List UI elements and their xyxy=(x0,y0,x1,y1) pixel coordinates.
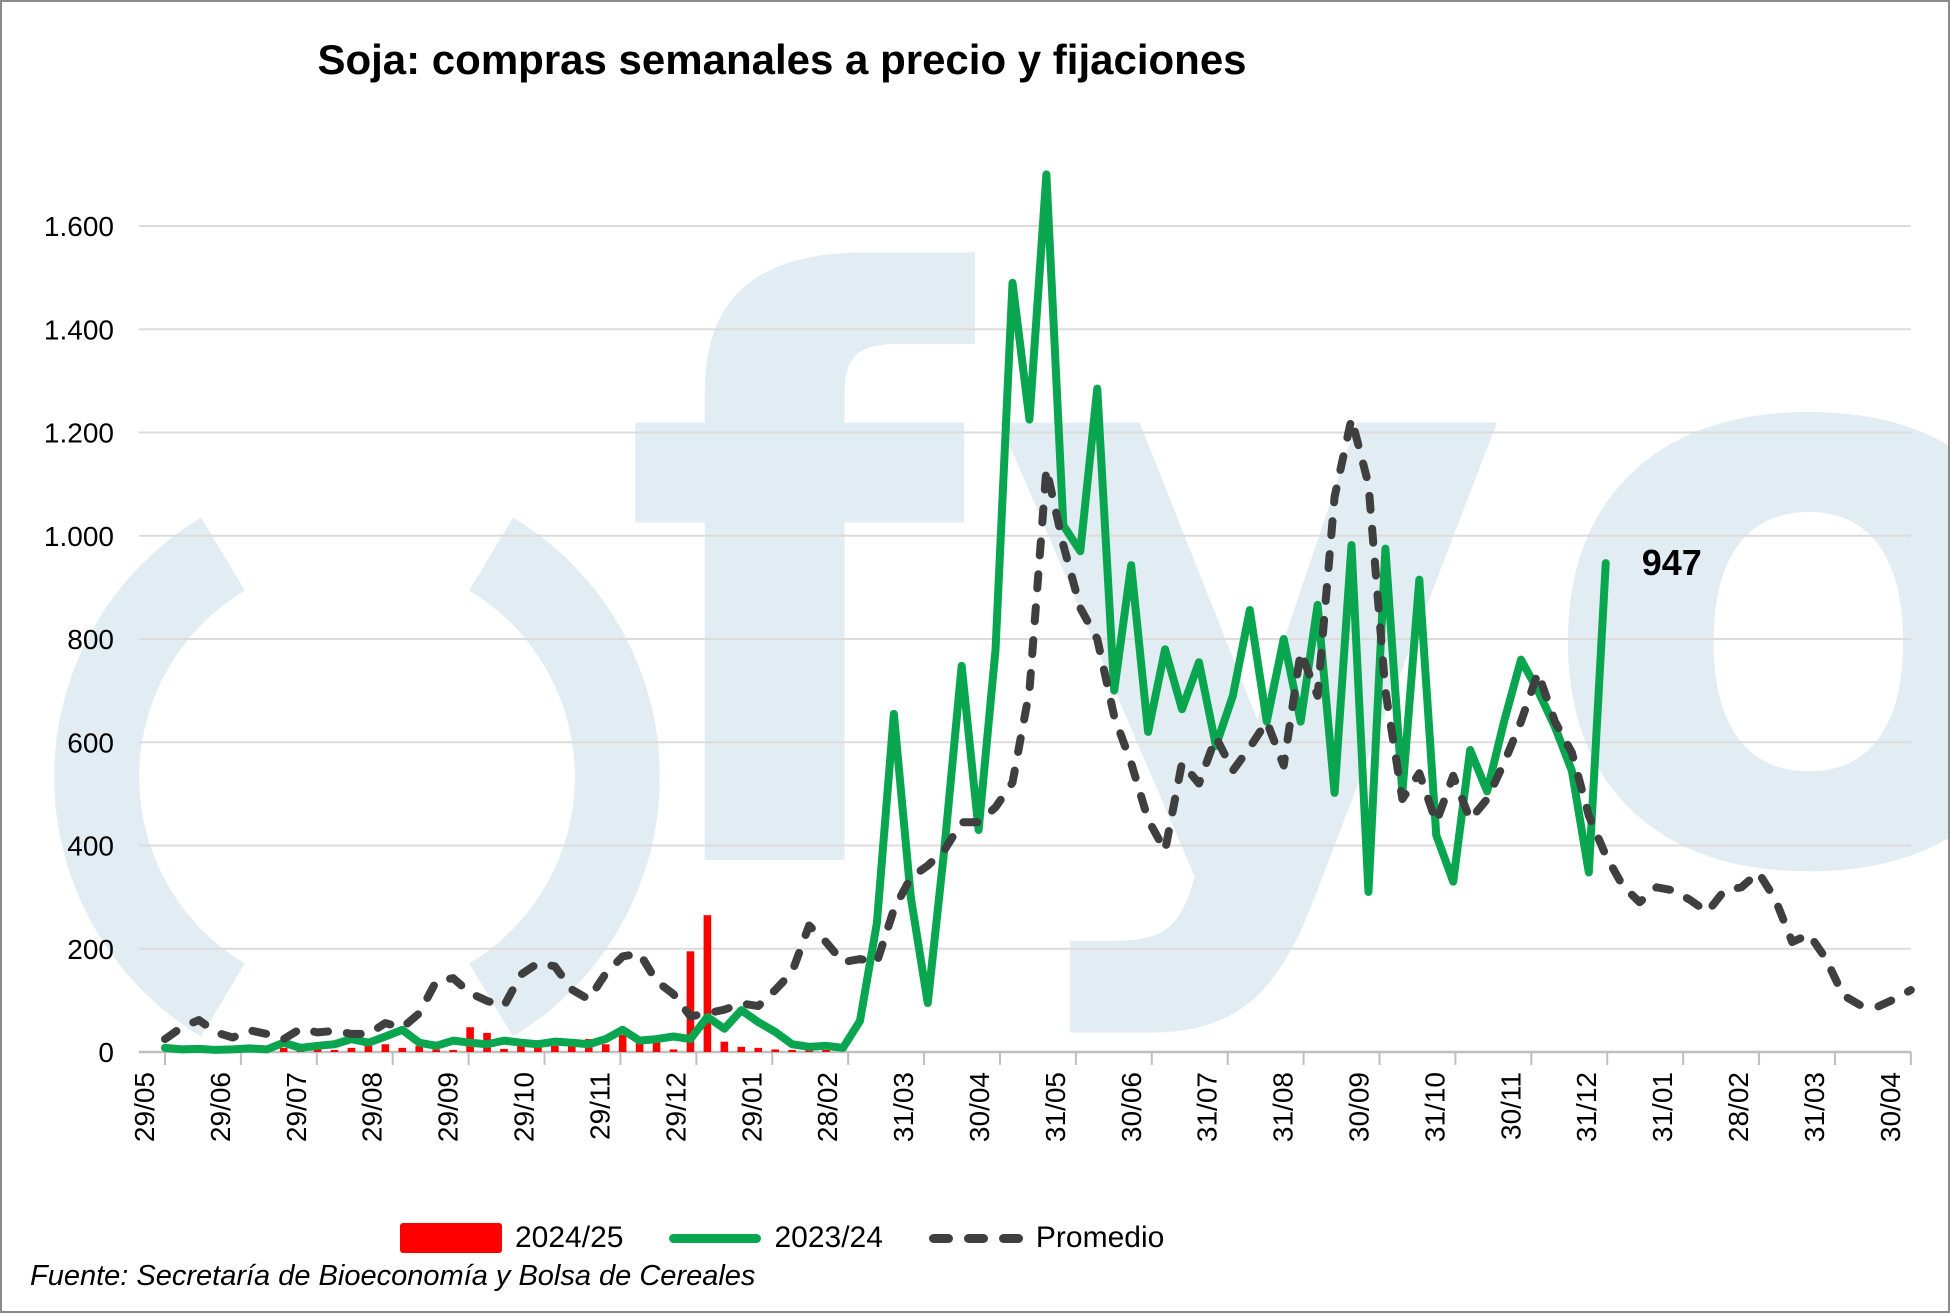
y-axis-label: 1.200 xyxy=(44,418,114,449)
legend-item-promedio: Promedio xyxy=(928,1221,1165,1255)
x-axis-label: 28/02 xyxy=(1723,1072,1754,1142)
bar-2024-25 xyxy=(822,1050,830,1052)
bar-2024-25 xyxy=(279,1047,288,1052)
line-2023-24 xyxy=(161,170,1610,1054)
x-axis-label: 31/12 xyxy=(1571,1072,1602,1142)
x-axis-label: 29/07 xyxy=(281,1072,312,1142)
legend-item-2023-24: 2023/24 xyxy=(669,1221,883,1255)
x-axis-label: 29/10 xyxy=(509,1072,540,1142)
bar-2024-25 xyxy=(669,1049,678,1052)
bar-2024-25 xyxy=(517,1042,525,1052)
x-axis-label: 31/01 xyxy=(1647,1072,1678,1142)
x-axis-label: 29/11 xyxy=(584,1072,615,1140)
y-axis-label: 200 xyxy=(67,934,114,965)
bar-2024-25 xyxy=(771,1049,779,1052)
bar-2024-25 xyxy=(500,1048,508,1052)
y-axis-label: 1.600 xyxy=(44,211,114,242)
legend: 2024/25 2023/24 Promedio xyxy=(400,1221,1164,1255)
legend-item-2024-25: 2024/25 xyxy=(400,1221,623,1255)
bar-2024-25 xyxy=(652,1039,661,1052)
legend-label-2023-24: 2023/24 xyxy=(774,1221,883,1254)
bar-2024-25 xyxy=(788,1049,796,1052)
y-axis-label: 400 xyxy=(67,831,114,862)
legend-swatch-bar-icon xyxy=(400,1223,502,1253)
x-axis-label: 29/09 xyxy=(433,1072,464,1142)
bar-2024-25 xyxy=(618,1034,627,1052)
bar-2024-25 xyxy=(449,1049,457,1052)
x-axis-label: 30/06 xyxy=(1116,1072,1147,1142)
x-axis-label: 31/05 xyxy=(1040,1072,1071,1142)
bar-2024-25 xyxy=(635,1042,644,1052)
x-axis-label: 30/11 xyxy=(1495,1072,1526,1140)
bar-2024-25 xyxy=(432,1049,440,1052)
bar-2024-25 xyxy=(330,1049,339,1052)
x-axis-label: 29/05 xyxy=(129,1072,160,1142)
chart-title: Soja: compras semanales a precio y fijac… xyxy=(317,36,1247,83)
y-axis-label: 1.400 xyxy=(44,314,114,345)
x-axis-label: 31/10 xyxy=(1419,1072,1450,1142)
x-axis-label: 30/04 xyxy=(1875,1072,1906,1142)
bar-2024-25 xyxy=(601,1044,610,1052)
x-axis-label: 29/08 xyxy=(357,1072,388,1142)
legend-label-2024-25: 2024/25 xyxy=(515,1221,624,1254)
bar-2024-25 xyxy=(364,1044,373,1052)
watermark-arc-left-icon xyxy=(54,517,246,1037)
y-axis-label: 800 xyxy=(67,624,114,655)
y-axis-label: 1.000 xyxy=(44,521,114,552)
watermark-text: fyo xyxy=(620,117,1950,1049)
bar-2024-25 xyxy=(398,1047,407,1052)
bar-2024-25 xyxy=(551,1045,559,1052)
source-note: Fuente: Secretaría de Bioeconomía y Bols… xyxy=(30,1260,756,1292)
bar-2024-25 xyxy=(805,1050,813,1052)
watermark: fyo xyxy=(54,117,1950,1049)
x-axis-label: 28/02 xyxy=(812,1072,843,1142)
bar-2024-25 xyxy=(703,915,712,1052)
x-axis-label: 31/07 xyxy=(1192,1072,1223,1142)
x-axis-label: 30/04 xyxy=(964,1072,995,1142)
bar-2024-25 xyxy=(381,1044,390,1052)
y-axis-label: 0 xyxy=(98,1037,114,1068)
bar-2024-25 xyxy=(686,951,695,1052)
last-value-label: 947 xyxy=(1642,542,1702,583)
bar-2024-25 xyxy=(415,1045,424,1052)
x-axis-label: 30/09 xyxy=(1344,1072,1375,1142)
bar-2024-25 xyxy=(347,1047,356,1052)
bar-2024-25 xyxy=(737,1046,746,1052)
legend-swatch-line-icon xyxy=(669,1233,762,1243)
x-axis-label: 29/12 xyxy=(660,1072,691,1142)
bar-2024-25 xyxy=(568,1041,576,1052)
line-promedio xyxy=(161,414,1915,1044)
legend-label-promedio: Promedio xyxy=(1035,1221,1165,1254)
x-axis-label: 31/08 xyxy=(1268,1072,1299,1142)
bar-2024-25 xyxy=(754,1047,763,1052)
x-axis-label: 31/03 xyxy=(888,1072,919,1142)
x-axis-label: 29/01 xyxy=(736,1072,767,1142)
watermark-arc-right-icon xyxy=(468,517,660,1037)
x-axis-label: 31/03 xyxy=(1799,1072,1830,1142)
x-axis-label: 29/06 xyxy=(205,1072,236,1142)
bar-2024-25 xyxy=(313,1049,322,1052)
bar-2024-25 xyxy=(720,1041,729,1052)
y-axis-label: 600 xyxy=(67,727,114,758)
legend-swatch-dash-icon xyxy=(928,1233,1023,1243)
